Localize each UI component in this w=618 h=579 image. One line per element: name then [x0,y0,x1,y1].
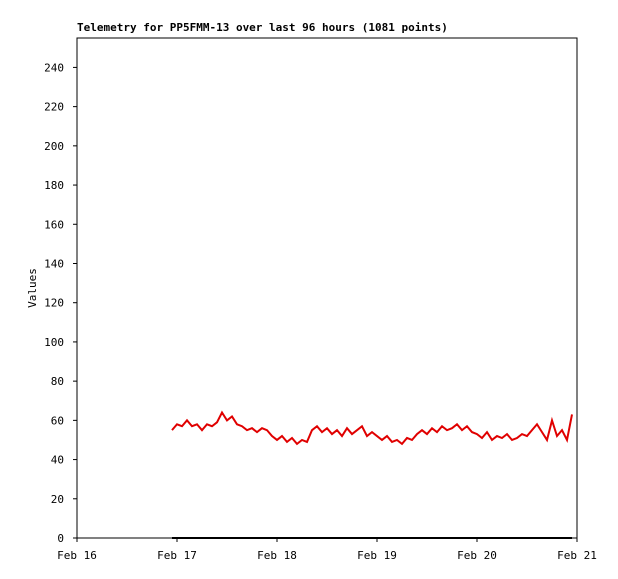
y-tick-label: 100 [44,336,64,349]
x-tick-label: Feb 21 [557,549,597,562]
y-tick-label: 180 [44,179,64,192]
chart-title: Telemetry for PP5FMM-13 over last 96 hou… [77,21,448,34]
y-tick-label: 140 [44,257,64,270]
y-tick-label: 160 [44,218,64,231]
y-axis-label: Values [26,268,39,308]
x-tick-label: Feb 20 [457,549,497,562]
y-tick-label: 80 [51,375,64,388]
x-tick-label: Feb 18 [257,549,297,562]
y-tick-label: 220 [44,101,64,114]
y-tick-label: 0 [57,532,64,545]
y-tick-label: 120 [44,297,64,310]
plot-frame [76,37,578,539]
y-tick-label: 20 [51,493,64,506]
data-line [171,410,573,446]
y-tick-label: 240 [44,61,64,74]
x-tick-label: Feb 17 [157,549,197,562]
y-tick-label: 200 [44,140,64,153]
y-tick-label: 40 [51,454,64,467]
x-tick-label: Feb 16 [57,549,97,562]
x-tick-label: Feb 19 [357,549,397,562]
y-tick-label: 60 [51,414,64,427]
